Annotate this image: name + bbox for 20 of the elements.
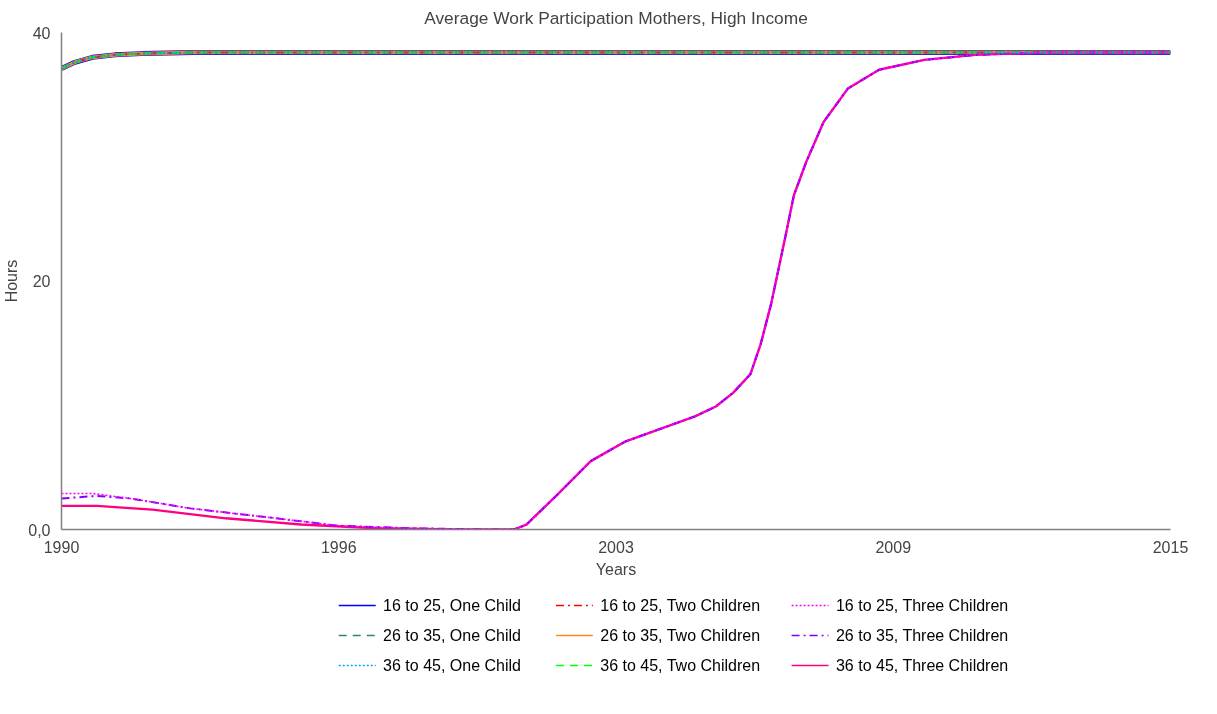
legend-label: 16 to 25, Three Children <box>835 597 1009 614</box>
y-tick-label: 20 <box>32 273 51 290</box>
legend-label: 36 to 45, One Child <box>383 657 521 674</box>
chart-title: Average Work Participation Mothers, High Income <box>424 7 808 28</box>
x-axis-title: Years <box>595 560 637 578</box>
legend-label: 36 to 45, Three Children <box>835 657 1009 674</box>
legend-label: 16 to 25, One Child <box>383 597 521 614</box>
legend-label: 26 to 35, Two Children <box>600 627 761 644</box>
y-tick-label: 0,0 <box>28 521 51 539</box>
legend-label: 16 to 25, Two Children <box>600 597 761 614</box>
x-tick-label: 1990 <box>43 538 80 556</box>
legend-label: 36 to 45, Two Children <box>600 657 761 674</box>
legend-label: 26 to 35, One Child <box>383 627 521 644</box>
x-tick-label: 2015 <box>1152 538 1189 556</box>
x-tick-label: 1996 <box>320 538 357 556</box>
y-tick-label: 40 <box>32 24 51 42</box>
legend-label: 26 to 35, Three Children <box>835 627 1009 644</box>
y-axis-title: Hours <box>3 259 21 303</box>
x-tick-label: 2009 <box>875 538 912 556</box>
x-tick-label: 2003 <box>598 538 634 556</box>
